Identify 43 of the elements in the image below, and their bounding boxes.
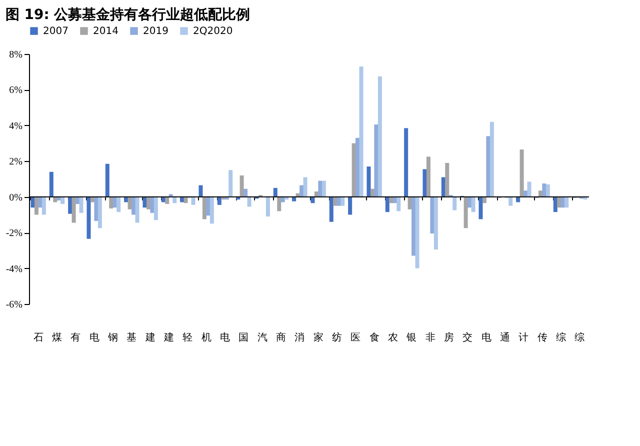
x-tick-label: 银 [406,332,417,344]
legend-label: 2014 [93,26,118,37]
x-tick-label: 医 [350,332,361,344]
y-tick-label: 6% [9,85,22,96]
legend-label: 2007 [43,26,68,37]
x-tick-label: 综 [574,332,585,344]
x-tick-label: 传 [537,332,548,344]
x-tick-label: 轻 [182,332,193,344]
x-tick-label: 机 [201,332,212,344]
x-tick-label: 综 [556,332,566,344]
x-tick-label: 通 [500,332,510,344]
x-tick-label: 食 [369,332,380,344]
x-tick-label: 建 [163,332,174,344]
legend-label: 2Q2020 [193,26,233,37]
x-tick-label: 房 [444,332,454,344]
x-tick-label: 消 [294,332,305,344]
y-tick-label: 0% [9,192,22,204]
x-tick-label: 电 [481,332,492,344]
y-tick-label: 8% [9,50,22,60]
x-tick-label: 家 [313,332,324,344]
x-tick-label: 商 [276,332,286,344]
x-tick-label: 电 [220,332,230,344]
y-tick-label: -6% [6,300,22,310]
x-tick-label: 电 [89,332,100,344]
y-tick-label: 2% [9,156,22,168]
y-tick-label: -4% [6,264,22,275]
x-tick-label: 钢 [107,332,118,344]
x-tick-label: 有 [70,332,81,344]
x-tick-label: 建 [144,332,156,344]
x-tick-label: 基 [126,332,137,344]
x-tick-label: 纺 [332,332,342,344]
x-tick-label: 农 [388,332,398,344]
x-tick-label: 煤 [52,332,62,344]
x-tick-label: 汽 [257,332,268,344]
x-tick-label: 国 [238,332,249,344]
x-tick-label: 交 [462,332,473,344]
legend-label: 2019 [143,26,168,37]
y-tick-label: 4% [9,120,22,132]
x-tick-label: 石 [33,332,44,344]
x-tick-label: 非 [425,332,436,344]
x-tick-label: 计 [518,332,529,344]
chart-title: 图 19: 公募基金持有各行业超低配比例 [5,7,250,23]
y-tick-label: -2% [6,228,22,240]
